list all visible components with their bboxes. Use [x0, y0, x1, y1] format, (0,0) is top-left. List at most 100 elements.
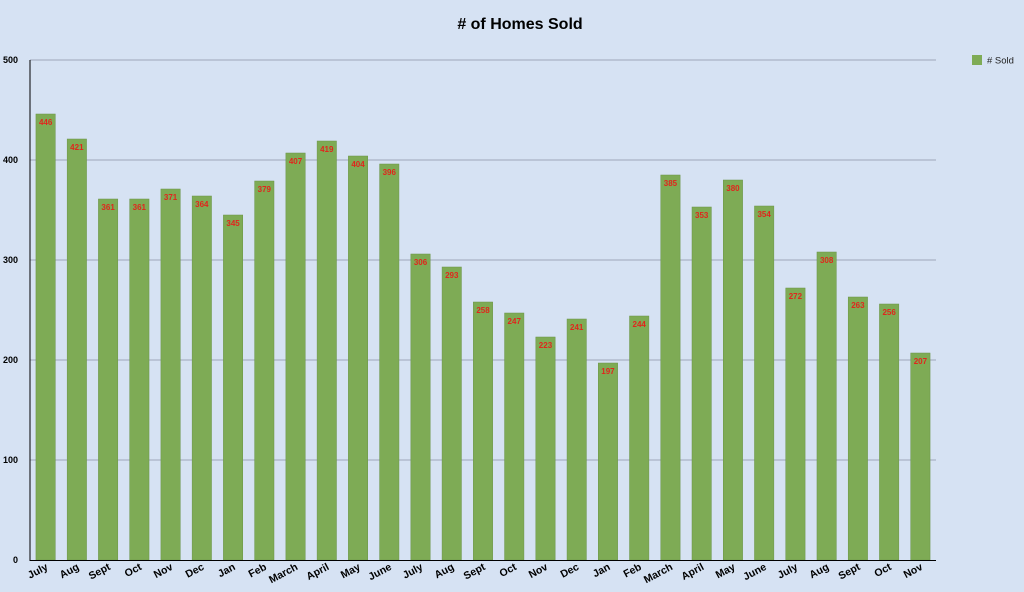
data-label: 247: [508, 317, 522, 326]
bar: [160, 188, 181, 561]
y-tick-label: 200: [3, 355, 18, 365]
bar: [441, 266, 462, 561]
x-tick-label: Nov: [902, 561, 925, 581]
bar: [316, 140, 337, 561]
x-tick-label: May: [714, 561, 738, 581]
data-label: 256: [882, 308, 896, 317]
x-tick-label: March: [267, 561, 300, 586]
data-label: 419: [320, 145, 334, 154]
data-label: 371: [164, 193, 178, 202]
bar: [98, 198, 119, 561]
data-label: 361: [133, 203, 147, 212]
legend-label: # Sold: [987, 56, 1014, 67]
bar: [816, 251, 837, 561]
x-tick-label: July: [401, 561, 425, 582]
bar: [879, 303, 900, 561]
x-tick-label: Sept: [462, 561, 488, 583]
x-tick-label: April: [304, 561, 331, 583]
x-tick-label: July: [776, 561, 800, 582]
data-label: 272: [789, 292, 803, 301]
x-tick-label: May: [339, 561, 363, 581]
x-tick-label: Sept: [87, 561, 113, 583]
gridlines: [30, 59, 936, 461]
bar: [785, 287, 806, 561]
data-label: 421: [70, 143, 84, 152]
data-label: 404: [351, 160, 365, 169]
x-tick-label: Aug: [807, 561, 831, 581]
bar: [722, 179, 743, 561]
x-tick-label: June: [741, 561, 768, 583]
x-tick-label: April: [679, 561, 706, 583]
bar: [598, 362, 618, 561]
bar: [254, 180, 275, 561]
bar: [223, 214, 244, 561]
bar: [910, 352, 931, 561]
data-label: 241: [570, 323, 584, 332]
x-tick-label: March: [642, 561, 675, 586]
data-label: 306: [414, 258, 428, 267]
x-tick-label: Feb: [621, 561, 643, 580]
x-tick-label: Nov: [152, 561, 175, 581]
bars: [35, 113, 931, 561]
y-tick-label: 500: [3, 55, 18, 65]
y-tick-label: 300: [3, 255, 18, 265]
bar: [504, 312, 525, 561]
data-label: 396: [383, 168, 397, 177]
chart-title: # of Homes Sold: [457, 16, 582, 33]
bar: [129, 198, 150, 561]
data-label: 258: [476, 306, 490, 315]
bar: [35, 113, 56, 561]
x-tick-label: Oct: [498, 561, 520, 580]
bar: [847, 296, 868, 561]
x-tick-label: Jan: [591, 561, 613, 580]
bar: [348, 155, 368, 561]
bar: [410, 253, 431, 561]
x-tick-label: June: [366, 561, 393, 583]
bar: [566, 318, 587, 561]
data-label: 223: [539, 341, 553, 350]
bar: [535, 336, 556, 561]
data-label: 207: [914, 357, 928, 366]
x-tick-label: Aug: [58, 561, 82, 581]
legend: # Sold: [972, 55, 1014, 67]
y-tick-label: 0: [13, 555, 18, 565]
data-label: 354: [757, 210, 771, 219]
data-label: 379: [258, 185, 272, 194]
bar: [660, 174, 681, 561]
data-label: 364: [195, 200, 209, 209]
data-label: 361: [101, 203, 115, 212]
x-tick-label: Oct: [872, 561, 894, 580]
data-label: 308: [820, 256, 834, 265]
bar: [379, 163, 400, 561]
x-tick-label: Sept: [837, 561, 863, 583]
data-label: 197: [601, 367, 615, 376]
data-labels: 446 421 361 361 371 364 345 379 407 419 404 396 306 2…: [39, 118, 928, 376]
y-axis-ticks: 0 100 200 300 400 500: [3, 55, 18, 565]
data-label: 353: [695, 211, 709, 220]
x-tick-label: Dec: [184, 561, 207, 581]
data-label: 293: [445, 271, 459, 280]
x-tick-label: Aug: [433, 561, 457, 581]
data-label: 407: [289, 157, 303, 166]
y-tick-label: 100: [3, 455, 18, 465]
x-tick-label: Oct: [123, 561, 145, 580]
data-label: 244: [633, 320, 647, 329]
data-label: 380: [726, 184, 740, 193]
bar: [285, 152, 306, 561]
bar: [66, 138, 87, 561]
x-tick-label: Jan: [216, 561, 238, 580]
x-tick-label: July: [26, 561, 50, 582]
bar: [629, 315, 650, 561]
x-tick-label: Dec: [558, 561, 581, 581]
bar: [754, 205, 775, 561]
legend-swatch: [972, 55, 982, 65]
bar: [691, 206, 712, 561]
data-label: 345: [226, 219, 240, 228]
x-tick-label: Feb: [247, 561, 269, 580]
x-tick-label: Nov: [527, 561, 550, 581]
bar: [191, 195, 212, 561]
y-tick-label: 400: [3, 155, 18, 165]
